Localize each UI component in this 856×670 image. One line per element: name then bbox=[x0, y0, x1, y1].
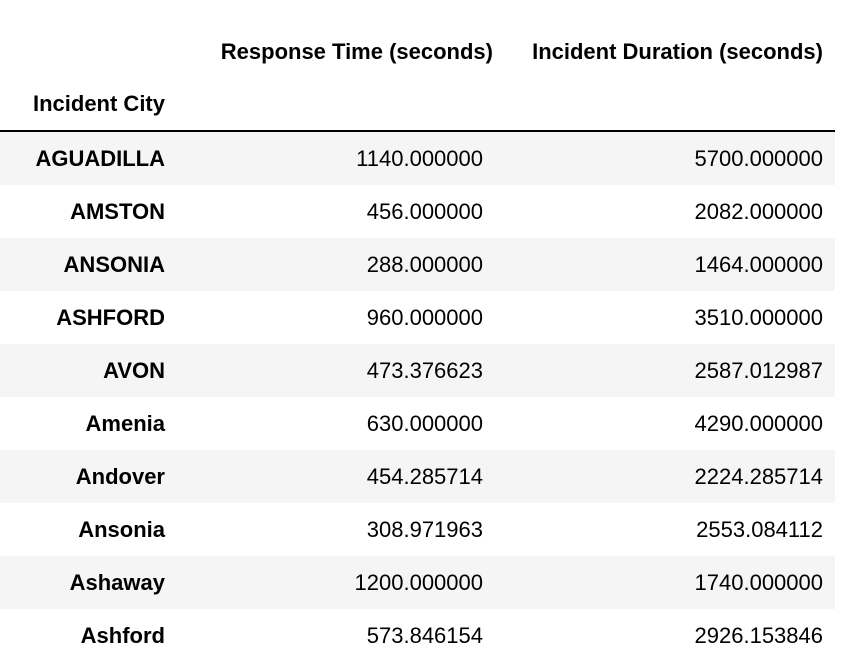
response-time-cell: 573.846154 bbox=[366, 622, 483, 648]
incident-duration-cell: 2587.012987 bbox=[694, 357, 823, 383]
row-index-label: AVON bbox=[103, 357, 165, 383]
incident-duration-cell: 1464.000000 bbox=[694, 251, 823, 277]
response-time-cell: 308.971963 bbox=[366, 516, 483, 542]
table-row: Andover 454.285714 2224.285714 bbox=[0, 450, 835, 503]
index-name-spacer-cell bbox=[493, 78, 835, 132]
dataframe-table: Response Time (seconds) Incident Duratio… bbox=[0, 26, 835, 662]
incident-duration-cell: 2926.153846 bbox=[694, 622, 823, 648]
response-time-cell: 454.285714 bbox=[366, 463, 483, 489]
table-row: AGUADILLA 1140.000000 5700.000000 bbox=[0, 131, 835, 185]
incident-duration-cell: 5700.000000 bbox=[694, 145, 823, 171]
row-index-label: AMSTON bbox=[70, 198, 165, 224]
response-time-cell: 473.376623 bbox=[366, 357, 483, 383]
row-index-label: Ashaway bbox=[69, 569, 165, 595]
incident-duration-cell: 3510.000000 bbox=[694, 304, 823, 330]
incident-duration-cell: 2224.285714 bbox=[694, 463, 823, 489]
table-row: Ashford 573.846154 2926.153846 bbox=[0, 609, 835, 662]
response-time-cell: 1140.000000 bbox=[356, 145, 483, 171]
header-corner-cell bbox=[0, 26, 175, 78]
response-time-cell: 960.000000 bbox=[366, 304, 483, 330]
index-name-row: Incident City bbox=[0, 78, 835, 132]
index-name-spacer-cell bbox=[175, 78, 493, 132]
row-index-label: Andover bbox=[75, 463, 165, 489]
row-index-label: Ashford bbox=[80, 622, 165, 648]
response-time-cell: 456.000000 bbox=[366, 198, 483, 224]
table-row: Amenia 630.000000 4290.000000 bbox=[0, 397, 835, 450]
table-row: ASHFORD 960.000000 3510.000000 bbox=[0, 291, 835, 344]
table-row: Ansonia 308.971963 2553.084112 bbox=[0, 503, 835, 556]
row-index-label: AGUADILLA bbox=[35, 145, 165, 171]
incident-duration-cell: 2553.084112 bbox=[696, 516, 823, 542]
table-header: Response Time (seconds) Incident Duratio… bbox=[0, 26, 835, 132]
row-index-label: Ansonia bbox=[78, 516, 165, 542]
row-index-label: Amenia bbox=[85, 410, 165, 436]
column-header-response-time: Response Time (seconds) bbox=[220, 39, 493, 64]
table-row: Ashaway 1200.000000 1740.000000 bbox=[0, 556, 835, 609]
table-row: AVON 473.376623 2587.012987 bbox=[0, 344, 835, 397]
response-time-cell: 630.000000 bbox=[366, 410, 483, 436]
row-index-label: ASHFORD bbox=[56, 304, 165, 330]
response-time-cell: 1200.000000 bbox=[354, 569, 483, 595]
table-body: AGUADILLA 1140.000000 5700.000000 AMSTON… bbox=[0, 131, 835, 662]
response-time-cell: 288.000000 bbox=[366, 251, 483, 277]
table-row: ANSONIA 288.000000 1464.000000 bbox=[0, 238, 835, 291]
column-header-row: Response Time (seconds) Incident Duratio… bbox=[0, 26, 835, 78]
index-name-header: Incident City bbox=[0, 78, 175, 132]
row-index-label: ANSONIA bbox=[63, 251, 165, 277]
column-header-incident-duration: Incident Duration (seconds) bbox=[532, 39, 823, 64]
incident-duration-cell: 2082.000000 bbox=[694, 198, 823, 224]
table-row: AMSTON 456.000000 2082.000000 bbox=[0, 185, 835, 238]
incident-duration-cell: 1740.000000 bbox=[694, 569, 823, 595]
incident-duration-cell: 4290.000000 bbox=[694, 410, 823, 436]
